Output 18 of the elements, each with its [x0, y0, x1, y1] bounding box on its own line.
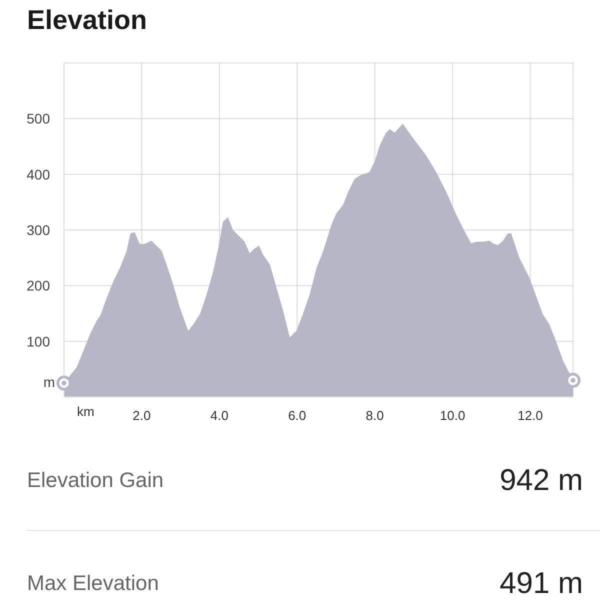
- text: 942 m: [500, 464, 583, 498]
- y-axis-title: m: [43, 374, 55, 390]
- x-tick-label: 12.0: [518, 408, 543, 424]
- y-tick-label: 200: [26, 278, 50, 294]
- x-tick-label: 2.0: [132, 408, 151, 424]
- x-axis-title: km: [77, 404, 94, 420]
- x-tick-label: 8.0: [366, 408, 384, 424]
- text: Elevation Gain: [27, 469, 164, 493]
- y-tick-label: 400: [26, 166, 50, 182]
- chart-title: Elevation: [27, 4, 148, 37]
- y-tick-label: 300: [26, 222, 50, 238]
- text: Max Elevation: [27, 572, 159, 596]
- text: 491 m: [500, 567, 583, 600]
- x-tick-label: 10.0: [440, 408, 466, 424]
- x-tick-label: 6.0: [288, 408, 306, 424]
- y-tick-label: 100: [26, 333, 50, 350]
- y-tick-label: 500: [26, 110, 50, 127]
- x-tick-label: 4.0: [210, 408, 228, 424]
